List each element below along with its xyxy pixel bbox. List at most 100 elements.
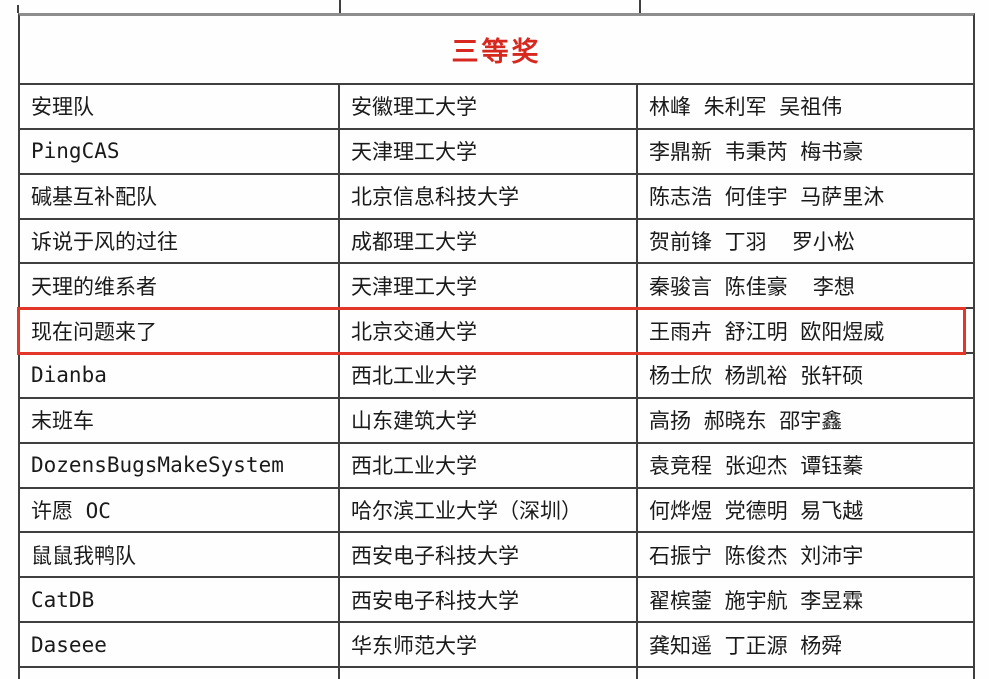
university-name: 西北工业大学 — [351, 454, 477, 479]
member-names: 林峰 朱利军 吴祖伟 — [649, 95, 843, 120]
table-row: PingCAS 天津理工大学 李鼎新 韦秉芮 梅书豪 — [20, 129, 973, 175]
university-name: 北京信息科技大学 — [351, 185, 519, 210]
column-separator-stub — [639, 0, 641, 13]
university-name: 天津理工大学 — [351, 274, 477, 299]
university-cell: 华东师范大学 — [340, 623, 638, 666]
member-names: 杨士欣 杨凯裕 张轩硕 — [649, 364, 864, 389]
third-prize-table: 三等奖 安理队 安徽理工大学 林峰 朱利军 吴祖伟 PingCAS 天津理工大学… — [17, 13, 975, 679]
university-cell: 西安电子科技大学 — [340, 578, 638, 622]
members-cell: 李鼎新 韦秉芮 梅书豪 — [638, 130, 973, 173]
members-cell: 秦骏言 陈佳豪 李想 — [638, 264, 973, 307]
team-name: DozensBugsMakeSystem — [31, 453, 284, 478]
team-name-cell: 鼠鼠我鸭队 — [20, 533, 340, 577]
team-name-cell: Daseee — [20, 623, 340, 666]
team-name-cell: 末班车 — [20, 398, 340, 442]
partial-next-row — [20, 667, 973, 679]
member-names: 王雨卉 舒江明 欧阳煜威 — [649, 319, 885, 344]
team-name-cell: 天理的维系者 — [20, 264, 340, 308]
members-cell: 王雨卉 舒江明 欧阳煜威 — [638, 309, 973, 352]
member-names: 龚知遥 丁正源 杨舜 — [649, 633, 843, 658]
team-name: 天理的维系者 — [31, 274, 157, 299]
team-name: CatDB — [31, 587, 95, 612]
members-cell: 石振宁 陈俊杰 刘沛宇 — [638, 533, 973, 576]
members-cell: 陈志浩 何佳宇 马萨里沐 — [638, 175, 973, 218]
team-name-cell: 安理队 — [20, 85, 340, 128]
members-cell: 林峰 朱利军 吴祖伟 — [638, 85, 973, 128]
table-header-row: 三等奖 — [20, 16, 973, 85]
team-name-cell: 碱基互补配队 — [20, 174, 340, 218]
university-name: 山东建筑大学 — [351, 409, 477, 434]
team-name-cell: CatDB — [20, 578, 340, 622]
university-name: 安徽理工大学 — [351, 95, 477, 120]
member-names: 李鼎新 韦秉芮 梅书豪 — [649, 140, 864, 165]
members-cell: 袁竞程 张迎杰 谭钰蓁 — [638, 444, 973, 487]
university-cell: 西北工业大学 — [340, 354, 638, 397]
university-name: 哈尔滨工业大学（深圳） — [351, 499, 582, 524]
members-cell: 杨士欣 杨凯裕 张轩硕 — [638, 354, 973, 397]
members-cell: 何烨煜 党德明 易飞越 — [638, 489, 973, 532]
team-name-cell: DozensBugsMakeSystem — [20, 443, 340, 487]
team-name-cell: 诉说于风的过往 — [20, 219, 340, 263]
team-name: 安理队 — [31, 95, 94, 120]
university-name: 西安电子科技大学 — [351, 543, 519, 568]
university-cell: 哈尔滨工业大学（深圳） — [340, 488, 638, 532]
team-name-cell: 现在问题来了 — [20, 309, 340, 353]
member-names: 翟槟蓥 施宇航 李昱霖 — [649, 588, 864, 613]
member-names: 高扬 郝晓东 邵宇鑫 — [649, 409, 843, 434]
team-name-cell: PingCAS — [20, 129, 340, 173]
team-name: 鼠鼠我鸭队 — [31, 543, 136, 568]
member-names: 陈志浩 何佳宇 马萨里沐 — [649, 185, 885, 210]
table-row: 鼠鼠我鸭队 西安电子科技大学 石振宁 陈俊杰 刘沛宇 — [20, 533, 973, 579]
partial-university-cell — [340, 667, 638, 679]
member-names: 贺前锋 丁羽 罗小松 — [649, 229, 855, 254]
table-row: 现在问题来了 北京交通大学 王雨卉 舒江明 欧阳煜威 — [17, 306, 973, 355]
university-cell: 成都理工大学 — [340, 219, 638, 263]
table-row: 安理队 安徽理工大学 林峰 朱利军 吴祖伟 — [20, 85, 973, 130]
university-cell: 西北工业大学 — [340, 443, 638, 487]
members-cell: 翟槟蓥 施宇航 李昱霖 — [638, 578, 973, 621]
table-row: 碱基互补配队 北京信息科技大学 陈志浩 何佳宇 马萨里沐 — [20, 174, 973, 220]
table-row: 末班车 山东建筑大学 高扬 郝晓东 邵宇鑫 — [20, 398, 973, 444]
university-cell: 西安电子科技大学 — [340, 533, 638, 577]
team-name-cell: 许愿 OC — [20, 488, 340, 532]
university-name: 西安电子科技大学 — [351, 588, 519, 613]
university-cell: 安徽理工大学 — [340, 85, 638, 128]
member-names: 石振宁 陈俊杰 刘沛宇 — [649, 543, 864, 568]
table-row: 许愿 OC 哈尔滨工业大学（深圳） 何烨煜 党德明 易飞越 — [20, 488, 973, 534]
university-name: 北京交通大学 — [351, 319, 477, 344]
team-name: Daseee — [31, 632, 107, 657]
university-cell: 天津理工大学 — [340, 129, 638, 173]
team-name-cell: Dianba — [20, 354, 340, 397]
table-row: CatDB 西安电子科技大学 翟槟蓥 施宇航 李昱霖 — [20, 578, 973, 624]
university-cell: 北京交通大学 — [340, 309, 638, 353]
team-name: PingCAS — [31, 139, 120, 164]
table-row: DozensBugsMakeSystem 西北工业大学 袁竞程 张迎杰 谭钰蓁 — [20, 443, 973, 489]
team-name: 现在问题来了 — [31, 319, 157, 344]
member-names: 何烨煜 党德明 易飞越 — [649, 499, 864, 524]
team-name: 末班车 — [31, 409, 94, 434]
member-names: 秦骏言 陈佳豪 李想 — [649, 274, 855, 299]
university-name: 华东师范大学 — [351, 633, 477, 658]
university-name: 天津理工大学 — [351, 140, 477, 165]
partial-team-cell — [20, 667, 340, 679]
university-name: 西北工业大学 — [351, 364, 477, 389]
section-title: 三等奖 — [451, 37, 542, 67]
university-name: 成都理工大学 — [351, 229, 477, 254]
members-cell: 高扬 郝晓东 邵宇鑫 — [638, 399, 973, 442]
team-name: 许愿 OC — [31, 499, 111, 524]
table-row: Dianba 西北工业大学 杨士欣 杨凯裕 张轩硕 — [20, 354, 973, 399]
table-left-edge-stub — [17, 5, 19, 13]
table-row: Daseee 华东师范大学 龚知遥 丁正源 杨舜 — [20, 623, 973, 668]
university-cell: 天津理工大学 — [340, 264, 638, 308]
table-row: 天理的维系者 天津理工大学 秦骏言 陈佳豪 李想 — [20, 264, 973, 310]
table-row: 诉说于风的过往 成都理工大学 贺前锋 丁羽 罗小松 — [20, 219, 973, 265]
team-name: 诉说于风的过往 — [31, 229, 178, 254]
table-body: 安理队 安徽理工大学 林峰 朱利军 吴祖伟 PingCAS 天津理工大学 李鼎新… — [17, 85, 973, 668]
partial-members-cell — [638, 668, 973, 679]
university-cell: 山东建筑大学 — [340, 398, 638, 442]
column-separator-stub — [339, 0, 341, 13]
members-cell: 龚知遥 丁正源 杨舜 — [638, 623, 973, 666]
members-cell: 贺前锋 丁羽 罗小松 — [638, 220, 973, 263]
member-names: 袁竞程 张迎杰 谭钰蓁 — [649, 454, 864, 479]
